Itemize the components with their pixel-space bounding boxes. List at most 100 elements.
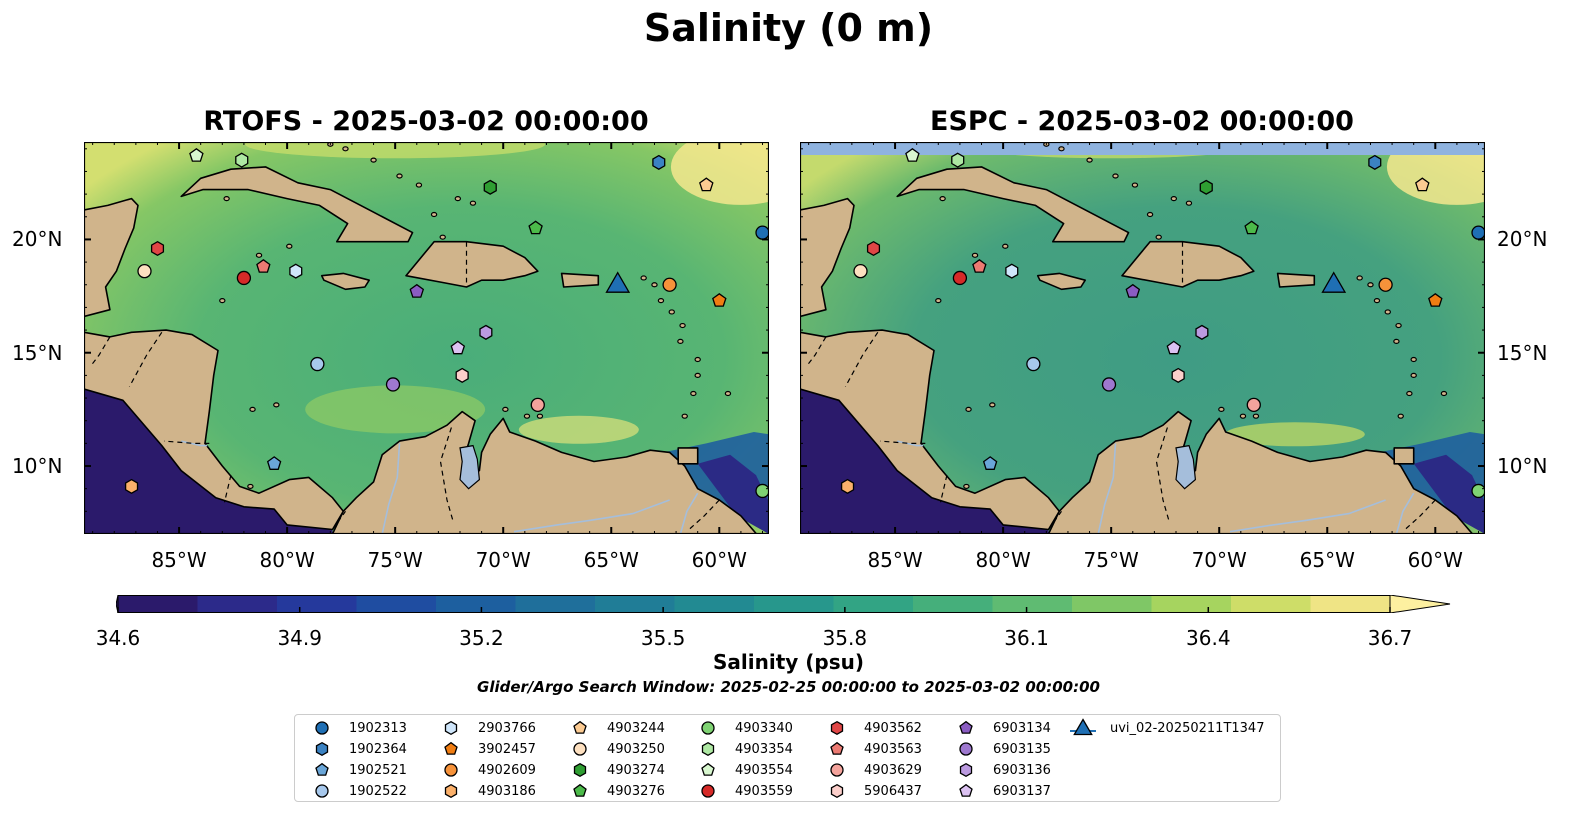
legend-item: 4903244 <box>567 718 665 738</box>
high-salinity-patch <box>518 415 639 444</box>
lon-label: 70°W <box>475 548 531 572</box>
legend-item-label: 6903135 <box>993 741 1051 757</box>
platform-marker-4903562 <box>150 240 165 257</box>
small-island <box>415 182 423 188</box>
river <box>679 492 699 534</box>
circle-marker-icon <box>830 763 844 777</box>
small-island <box>430 211 438 218</box>
pacific-low-salinity <box>800 389 1049 534</box>
legend-item-label: 5906437 <box>864 783 922 799</box>
legend-pentagon-marker <box>959 720 973 734</box>
small-island <box>502 406 509 412</box>
small-island <box>1131 182 1139 188</box>
river <box>1229 499 1386 533</box>
platform-marker-1902522 <box>310 356 325 372</box>
legend-pentagon-marker <box>573 783 587 797</box>
small-island <box>1218 406 1225 412</box>
platform-marker-4903250 <box>853 264 868 279</box>
land-honduras <box>84 329 345 531</box>
legend-item-label: 4903244 <box>607 720 665 736</box>
platform-marker-6903134 <box>409 283 425 298</box>
orinoco-plume-core <box>697 454 769 534</box>
small-island <box>219 298 226 304</box>
legend-circle-marker <box>830 763 844 777</box>
platform-marker-3902457 <box>1428 292 1443 307</box>
platform-marker-4903354 <box>235 152 249 168</box>
colorbar-extend-max <box>1389 595 1451 613</box>
legend-item-label: 6903136 <box>993 762 1051 778</box>
legend-item: 1902313 <box>309 718 407 738</box>
small-island <box>1356 275 1363 281</box>
small-island <box>965 406 972 412</box>
lat-label-left: 15°N <box>12 340 63 365</box>
legend-item-label: 2903766 <box>478 720 536 736</box>
circle-marker-icon <box>315 721 329 735</box>
hexagon-marker-icon <box>444 720 458 736</box>
legend-item-label: 4903354 <box>735 741 793 757</box>
platform-marker-6903135 <box>385 377 401 392</box>
lon-label: 60°W <box>1407 548 1463 572</box>
legend-item: 2903766 <box>438 718 536 738</box>
legend-item: 4903554 <box>695 760 793 780</box>
colorbar-label: Salinity (psu) <box>712 650 864 674</box>
hexagon-marker-icon <box>830 783 844 799</box>
colorbar-segment <box>277 595 357 613</box>
legend-item: 5906437 <box>824 781 922 801</box>
platform-marker-4903629 <box>530 397 545 412</box>
hexagon-marker-icon <box>830 720 844 736</box>
land-centralAmerica <box>84 197 139 318</box>
small-island <box>1397 413 1404 419</box>
hexagon-marker-icon <box>701 741 715 757</box>
small-island <box>1146 211 1154 218</box>
orinoco-plume-core <box>1413 454 1485 534</box>
small-island <box>1410 372 1417 378</box>
hexagon-marker-icon <box>444 783 458 799</box>
platform-marker-4903274 <box>1199 179 1213 195</box>
small-island <box>1252 413 1260 419</box>
legend-item: 4903629 <box>824 760 922 780</box>
platform-marker-2903766 <box>1005 263 1019 279</box>
land-puertoRico <box>1276 272 1316 288</box>
circle-marker-icon <box>701 784 715 798</box>
small-island <box>1406 390 1413 397</box>
country-border <box>439 427 455 523</box>
platform-marker-4903554 <box>905 147 920 162</box>
triangle-marker-icon <box>1070 718 1096 736</box>
pentagon-marker-icon <box>573 720 587 734</box>
legend-circle-marker <box>573 742 587 756</box>
pentagon-marker-icon <box>959 720 973 734</box>
high-salinity-patch <box>670 142 769 205</box>
small-island <box>396 173 403 179</box>
high-salinity-patch <box>245 142 546 159</box>
legend-item-label: 1902364 <box>349 741 407 757</box>
small-island <box>1395 322 1402 329</box>
small-island <box>971 252 979 258</box>
platform-marker-4903340 <box>1471 483 1485 499</box>
pentagon-marker-icon <box>444 741 458 755</box>
platform-marker-1902364 <box>652 154 666 170</box>
colorbar-segment <box>515 595 596 613</box>
platform-marker-4903276 <box>528 220 543 235</box>
rtofs-salinity-map <box>84 142 769 534</box>
espc-map-title: ESPC - 2025-03-02 00:00:00 <box>930 106 1354 137</box>
small-island <box>1384 309 1391 315</box>
circle-marker-icon <box>315 784 329 798</box>
small-island <box>724 390 732 397</box>
legend-item: 3902457 <box>438 739 536 759</box>
land-puertoRico <box>560 272 600 288</box>
legend-circle-marker <box>315 721 329 735</box>
hexagon-marker-icon <box>573 762 587 778</box>
legend-item-label: 4903340 <box>735 720 793 736</box>
country-border <box>1048 510 1062 530</box>
high-salinity-patch <box>1224 422 1365 447</box>
legend-item-label: 4902609 <box>478 762 536 778</box>
legend-item-label: 4903563 <box>864 741 922 757</box>
legend-item-label: 4903250 <box>607 741 665 757</box>
legend-hexagon-marker <box>959 762 973 778</box>
salinity-colorbar <box>116 595 1451 613</box>
colorbar-segment <box>1151 595 1232 613</box>
platform-marker-6903137 <box>1166 340 1182 355</box>
lat-label-right: 10°N <box>1497 454 1548 479</box>
legend-item-label: 1902522 <box>349 783 407 799</box>
platform-marker-1902521 <box>266 456 282 470</box>
